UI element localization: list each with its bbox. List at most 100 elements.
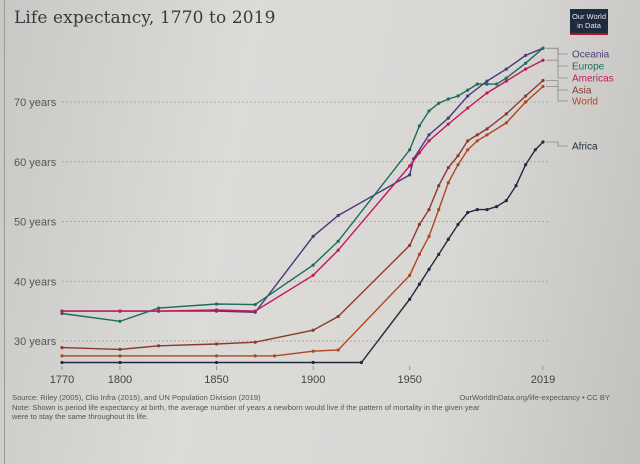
legend-label[interactable]: World — [572, 97, 598, 108]
data-point[interactable] — [311, 263, 315, 267]
data-point[interactable] — [336, 314, 340, 319]
data-point[interactable] — [524, 67, 528, 71]
data-point[interactable] — [427, 234, 431, 238]
data-point[interactable] — [336, 213, 340, 218]
data-point[interactable] — [524, 53, 528, 58]
source-url-link[interactable]: OurWorldInData.org/life-expectancy • CC … — [459, 393, 610, 402]
series-americas[interactable] — [60, 58, 545, 313]
data-point[interactable] — [475, 133, 479, 137]
data-point[interactable] — [253, 303, 257, 307]
data-point[interactable] — [427, 208, 431, 212]
data-point[interactable] — [214, 308, 219, 312]
data-point[interactable] — [495, 82, 499, 86]
data-point[interactable] — [214, 354, 219, 358]
data-point[interactable] — [417, 282, 421, 286]
data-point[interactable] — [417, 252, 421, 256]
data-point[interactable] — [495, 205, 499, 209]
data-point[interactable] — [336, 248, 340, 252]
data-point[interactable] — [336, 348, 340, 352]
data-point[interactable] — [485, 208, 489, 212]
data-point[interactable] — [214, 360, 219, 365]
data-point[interactable] — [427, 133, 431, 137]
data-point[interactable] — [485, 91, 489, 95]
data-point[interactable] — [408, 297, 412, 301]
series-line[interactable] — [62, 141, 544, 364]
data-point[interactable] — [60, 360, 64, 365]
data-point[interactable] — [466, 148, 470, 152]
data-point[interactable] — [446, 97, 450, 101]
data-point[interactable] — [504, 79, 508, 83]
data-point[interactable] — [524, 94, 528, 98]
series-africa[interactable] — [60, 140, 545, 365]
data-point[interactable] — [475, 139, 479, 143]
series-line[interactable] — [61, 79, 544, 351]
data-point[interactable] — [311, 349, 315, 353]
data-point[interactable] — [533, 148, 537, 152]
data-point[interactable] — [60, 309, 64, 313]
data-point[interactable] — [541, 140, 545, 144]
data-point[interactable] — [437, 101, 441, 105]
data-point[interactable] — [408, 173, 412, 177]
data-point[interactable] — [446, 122, 450, 126]
legend-item-africa[interactable]: Africa — [546, 142, 598, 153]
series-line[interactable] — [62, 59, 544, 312]
legend-item-oceania[interactable]: Oceania — [546, 47, 610, 61]
data-point[interactable] — [541, 84, 545, 89]
data-point[interactable] — [504, 67, 508, 71]
data-point[interactable] — [456, 154, 460, 158]
data-point[interactable] — [524, 163, 528, 167]
data-point[interactable] — [157, 344, 161, 348]
data-point[interactable] — [118, 309, 122, 313]
data-point[interactable] — [446, 237, 450, 241]
data-point[interactable] — [311, 360, 315, 365]
legend-label[interactable]: Europe — [572, 62, 605, 73]
data-point[interactable] — [466, 88, 470, 92]
data-point[interactable] — [336, 239, 340, 243]
data-point[interactable] — [272, 354, 277, 358]
data-point[interactable] — [427, 267, 431, 271]
data-point[interactable] — [214, 302, 219, 306]
data-point[interactable] — [524, 61, 528, 65]
data-point[interactable] — [456, 222, 460, 227]
series-asia[interactable] — [60, 78, 545, 351]
data-point[interactable] — [311, 273, 315, 277]
data-point[interactable] — [475, 82, 479, 86]
data-point[interactable] — [359, 360, 363, 365]
data-point[interactable] — [437, 252, 441, 256]
series-line[interactable] — [61, 47, 544, 323]
legend-label[interactable]: Africa — [572, 142, 598, 153]
data-point[interactable] — [118, 360, 122, 365]
legend-item-asia[interactable]: Asia — [546, 80, 592, 97]
series-europe[interactable] — [60, 46, 545, 323]
data-point[interactable] — [466, 94, 470, 98]
data-point[interactable] — [466, 139, 470, 143]
data-point[interactable] — [253, 309, 257, 313]
data-point[interactable] — [485, 133, 489, 137]
data-point[interactable] — [524, 100, 528, 104]
data-point[interactable] — [253, 354, 257, 358]
data-point[interactable] — [118, 319, 122, 323]
legend-label[interactable]: Asia — [572, 86, 592, 97]
data-point[interactable] — [541, 46, 545, 50]
data-point[interactable] — [456, 163, 460, 167]
data-point[interactable] — [485, 127, 489, 131]
data-point[interactable] — [446, 181, 450, 185]
legend-item-world[interactable]: World — [546, 86, 598, 108]
data-point[interactable] — [485, 79, 489, 83]
data-point[interactable] — [60, 311, 64, 316]
data-point[interactable] — [466, 210, 470, 215]
data-point[interactable] — [408, 164, 412, 168]
data-point[interactable] — [417, 151, 421, 155]
data-point[interactable] — [253, 340, 257, 344]
data-point[interactable] — [504, 121, 508, 125]
data-point[interactable] — [437, 208, 441, 212]
data-point[interactable] — [466, 106, 470, 110]
legend-item-americas[interactable]: Americas — [546, 59, 614, 85]
data-point[interactable] — [504, 76, 508, 80]
data-point[interactable] — [446, 166, 450, 170]
data-point[interactable] — [60, 346, 64, 350]
owid-logo[interactable]: Our World in Data — [570, 9, 608, 35]
data-point[interactable] — [157, 309, 161, 313]
data-point[interactable] — [475, 208, 479, 212]
data-point[interactable] — [417, 222, 421, 227]
